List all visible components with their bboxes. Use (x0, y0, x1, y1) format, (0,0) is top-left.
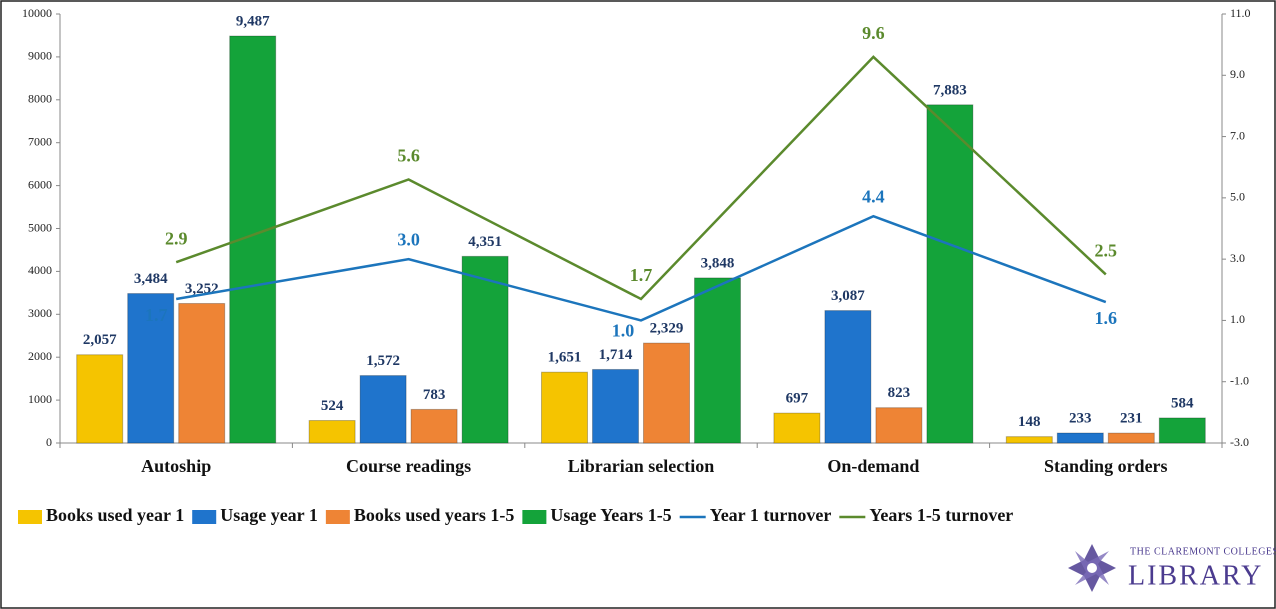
y-tick-label: 9000 (28, 49, 52, 63)
bar (461, 255, 509, 444)
legend-label: Usage Years 1-5 (550, 505, 671, 525)
x-tick-label: Course readings (346, 456, 471, 476)
y2-tick-label: 3.0 (1230, 251, 1245, 265)
bar (1056, 432, 1104, 444)
bar (76, 354, 124, 444)
bar-value-label: 7,883 (933, 82, 967, 98)
bar-value-label: 2,057 (83, 332, 117, 348)
logo: THE CLAREMONT COLLEGES LIBRARY (1068, 544, 1276, 592)
bar (359, 375, 407, 444)
legend-label: Years 1-5 turnover (869, 505, 1013, 525)
line-value-label: 2.9 (165, 228, 188, 248)
bar-value-label: 148 (1018, 414, 1041, 430)
y-tick-label: 5000 (28, 220, 52, 234)
bar (875, 407, 923, 444)
bar (541, 371, 588, 444)
y-tick-label: 1000 (28, 392, 52, 406)
y-tick-label: 0 (46, 435, 52, 449)
y2-tick-label: 11.0 (1230, 6, 1251, 20)
bar-value-label: 524 (321, 398, 344, 414)
y2-tick-label: -3.0 (1230, 435, 1249, 449)
bar-value-label: 2,329 (650, 321, 684, 337)
bar-value-label: 823 (888, 385, 911, 401)
bar (127, 293, 175, 444)
legend-label: Usage year 1 (220, 505, 318, 525)
y-tick-label: 8000 (28, 92, 52, 106)
line-value-label: 3.0 (397, 229, 420, 249)
bar-value-label: 697 (786, 391, 809, 407)
logo-line1: THE CLAREMONT COLLEGES (1130, 546, 1276, 557)
y2-tick-label: 7.0 (1230, 128, 1245, 142)
bar-value-label: 9,487 (236, 13, 270, 29)
bar (926, 104, 974, 444)
y-tick-label: 10000 (22, 6, 52, 20)
bar (410, 408, 458, 444)
y-tick-label: 4000 (28, 263, 52, 277)
bar (773, 412, 821, 444)
legend-swatch (18, 510, 42, 524)
bar-value-label: 3,484 (134, 271, 168, 287)
y-tick-label: 7000 (28, 134, 52, 148)
bar-value-label: 1,714 (599, 347, 633, 363)
y-tick-label: 2000 (28, 349, 52, 363)
x-tick-label: On-demand (827, 456, 919, 476)
bar-value-label: 1,572 (366, 353, 400, 369)
x-tick-label: Librarian selection (568, 456, 715, 476)
line-value-label: 1.7 (145, 305, 168, 325)
bar-value-label: 233 (1069, 410, 1092, 426)
line-value-label: 2.5 (1095, 241, 1118, 261)
bar (592, 368, 639, 444)
legend-label: Year 1 turnover (710, 505, 832, 525)
y2-tick-label: 1.0 (1230, 312, 1245, 326)
line-value-label: 1.0 (612, 321, 635, 341)
line-value-label: 4.4 (862, 186, 885, 206)
line-value-label: 1.7 (630, 265, 653, 285)
legend-swatch (192, 510, 217, 524)
logo-line2: LIBRARY (1128, 560, 1263, 591)
y-tick-label: 3000 (28, 306, 52, 320)
legend-swatch (325, 510, 350, 524)
y-tick-label: 6000 (28, 177, 52, 191)
bar (178, 302, 226, 444)
bar (1107, 432, 1155, 444)
x-tick-label: Autoship (141, 456, 211, 476)
legend-swatch (522, 510, 547, 524)
x-tick-label: Standing orders (1044, 456, 1168, 476)
bar-value-label: 1,651 (548, 350, 582, 366)
bar-value-label: 231 (1120, 411, 1143, 427)
y2-tick-label: 5.0 (1230, 190, 1245, 204)
line-value-label: 1.6 (1095, 308, 1118, 328)
bar (643, 342, 690, 444)
bar-value-label: 3,087 (831, 288, 865, 304)
line-value-label: 5.6 (397, 146, 420, 166)
bar-value-label: 3,848 (701, 255, 735, 271)
bar (308, 420, 356, 444)
y2-tick-label: 9.0 (1230, 67, 1245, 81)
bar-value-label: 4,351 (468, 234, 502, 250)
bar-value-label: 783 (423, 387, 446, 403)
line (175, 55, 1107, 301)
bar (1158, 417, 1206, 444)
legend-label: Books used years 1-5 (354, 505, 515, 525)
line (175, 214, 1107, 322)
bar (824, 310, 872, 444)
bar (694, 277, 741, 444)
legend-label: Books used year 1 (46, 505, 184, 525)
y2-tick-label: -1.0 (1230, 373, 1249, 387)
line-value-label: 9.6 (862, 23, 885, 43)
bar-value-label: 584 (1171, 395, 1194, 411)
bar (1005, 436, 1053, 444)
